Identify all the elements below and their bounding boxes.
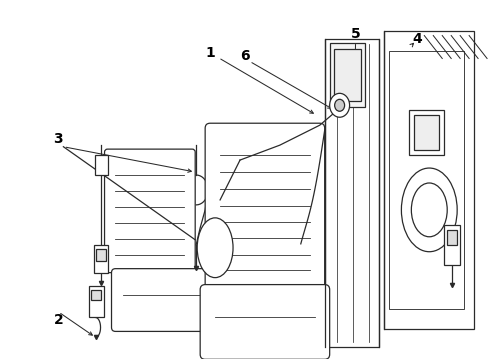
FancyBboxPatch shape [111, 269, 228, 332]
Bar [413, 115, 438, 150]
Bar [90, 289, 101, 300]
Text: 4: 4 [412, 32, 422, 46]
FancyBboxPatch shape [200, 285, 329, 359]
Text: 6: 6 [239, 49, 249, 63]
Bar [324, 39, 379, 347]
FancyBboxPatch shape [104, 149, 195, 273]
Bar [443, 225, 459, 265]
Bar [384, 31, 473, 329]
Text: 5: 5 [350, 27, 360, 41]
Ellipse shape [334, 99, 344, 111]
Bar [88, 285, 103, 318]
Bar [93, 245, 107, 273]
FancyBboxPatch shape [205, 123, 324, 293]
Text: 1: 1 [205, 46, 215, 60]
Bar [447, 230, 456, 245]
Bar [333, 49, 360, 101]
Text: 2: 2 [54, 313, 63, 327]
Bar [95, 249, 105, 261]
Ellipse shape [197, 218, 233, 278]
Ellipse shape [329, 93, 349, 117]
Ellipse shape [401, 168, 456, 252]
Text: 3: 3 [54, 132, 63, 146]
Bar [408, 110, 443, 155]
Ellipse shape [410, 183, 447, 237]
Bar [329, 42, 364, 107]
Bar [388, 50, 463, 310]
Bar [94, 155, 107, 175]
